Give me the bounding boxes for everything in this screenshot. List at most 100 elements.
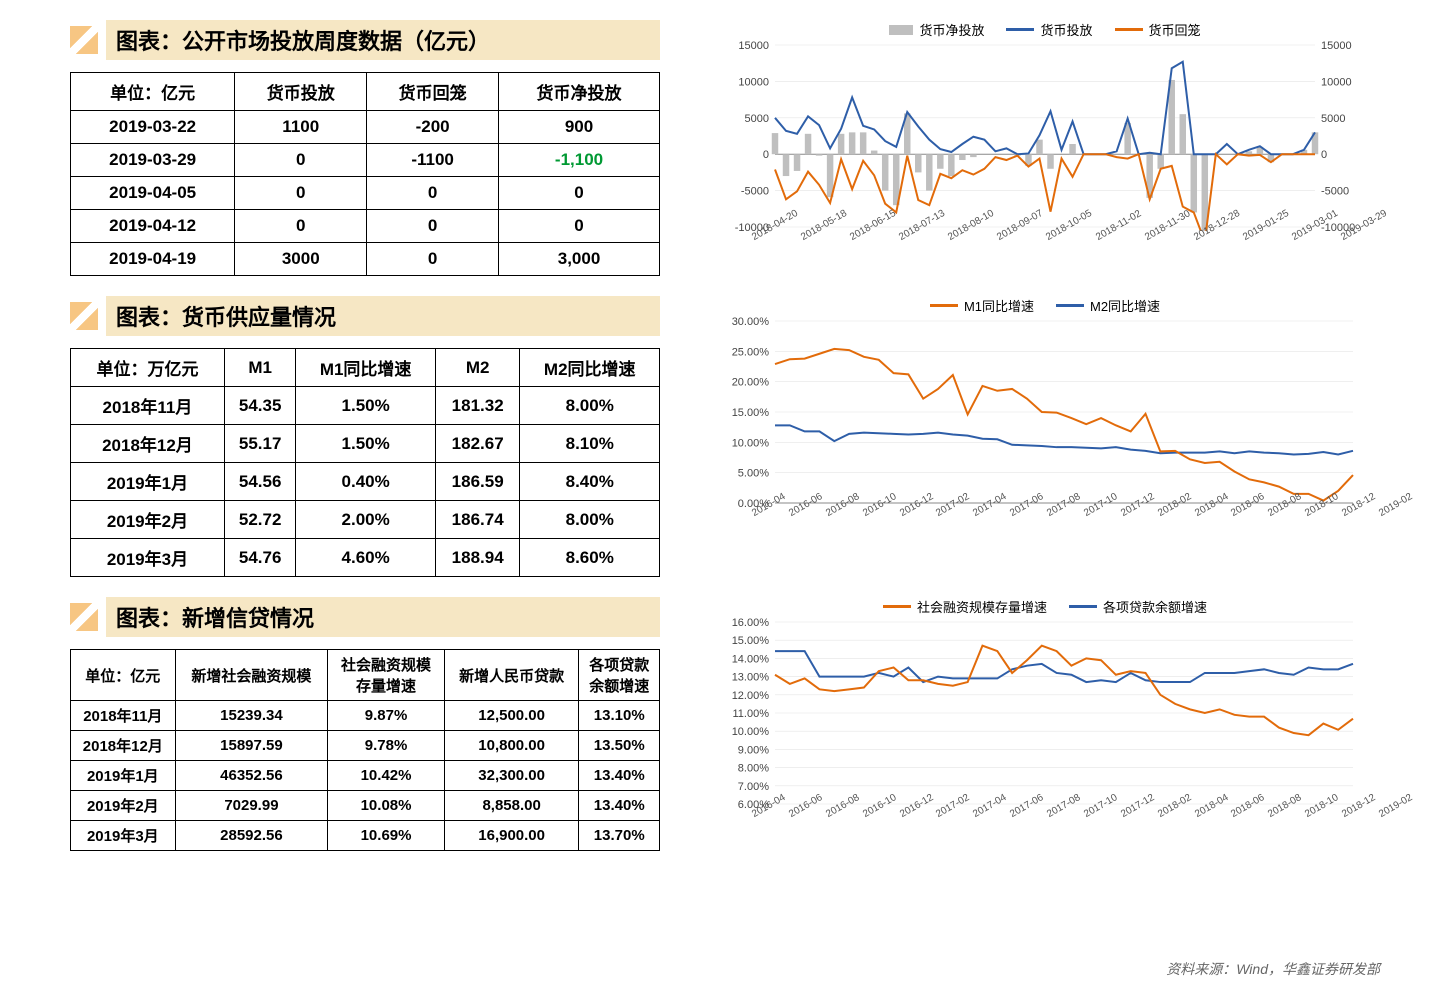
cell: 2019年1月 bbox=[71, 761, 176, 791]
plot-svg: -10000-10000-5000-5000005000500010000100… bbox=[700, 41, 1390, 231]
cell: 0 bbox=[367, 243, 499, 276]
cell: 0 bbox=[499, 177, 660, 210]
cell: 13.10% bbox=[579, 701, 660, 731]
cell: -1,100 bbox=[499, 144, 660, 177]
cell: 2019-03-22 bbox=[71, 111, 235, 144]
cell: 2019年3月 bbox=[71, 821, 176, 851]
title-bar-1: 图表：公开市场投放周度数据（亿元） bbox=[70, 20, 660, 60]
cell: 186.59 bbox=[435, 463, 520, 501]
cell: 16,900.00 bbox=[444, 821, 579, 851]
cell: 8.10% bbox=[520, 425, 660, 463]
cell: 8.00% bbox=[520, 501, 660, 539]
table-row: 2018年11月15239.349.87%12,500.0013.10% bbox=[71, 701, 660, 731]
x-axis-labels: 2016-042016-062016-082016-102016-122017-… bbox=[700, 509, 1390, 520]
plot-area: 6.00%7.00%8.00%9.00%10.00%11.00%12.00%13… bbox=[700, 618, 1390, 808]
cell: 8,858.00 bbox=[444, 791, 579, 821]
title-icon bbox=[70, 603, 98, 631]
cell: 10.42% bbox=[328, 761, 445, 791]
cell: 2019-04-12 bbox=[71, 210, 235, 243]
cell: -1100 bbox=[367, 144, 499, 177]
col-header: 单位：亿元 bbox=[71, 650, 176, 701]
legend-item: 各项贷款余额增速 bbox=[1069, 597, 1207, 616]
cell: 0 bbox=[235, 144, 367, 177]
section-omodata: 图表：公开市场投放周度数据（亿元） 单位：亿元货币投放货币回笼货币净投放 201… bbox=[70, 20, 660, 276]
cell: 52.72 bbox=[224, 501, 295, 539]
cell: 13.40% bbox=[579, 761, 660, 791]
table-credit: 单位：亿元新增社会融资规模社会融资规模存量增速新增人民币贷款各项贷款余额增速 2… bbox=[70, 649, 660, 851]
col-header: M2同比增速 bbox=[520, 349, 660, 387]
cell: 46352.56 bbox=[175, 761, 328, 791]
title-icon bbox=[70, 26, 98, 54]
cell: 900 bbox=[499, 111, 660, 144]
title-text-1: 图表：公开市场投放周度数据（亿元） bbox=[106, 20, 660, 60]
svg-text:15.00%: 15.00% bbox=[732, 635, 770, 647]
cell: 1100 bbox=[235, 111, 367, 144]
table-row: 2019-04-12000 bbox=[71, 210, 660, 243]
cell: 2019年2月 bbox=[71, 791, 176, 821]
table-row: 2019-03-290-1100-1,100 bbox=[71, 144, 660, 177]
cell: 15897.59 bbox=[175, 731, 328, 761]
chart-omo: 货币净投放货币投放货币回笼-10000-10000-5000-500000500… bbox=[700, 20, 1390, 250]
cell: 54.56 bbox=[224, 463, 295, 501]
plot-area: -10000-10000-5000-5000005000500010000100… bbox=[700, 41, 1390, 231]
cell: 188.94 bbox=[435, 539, 520, 577]
cell: 3,000 bbox=[499, 243, 660, 276]
svg-text:12.00%: 12.00% bbox=[732, 690, 770, 702]
svg-text:5000: 5000 bbox=[1321, 113, 1345, 125]
col-header: 新增社会融资规模 bbox=[175, 650, 328, 701]
x-axis-labels: 2016-042016-062016-082016-102016-122017-… bbox=[700, 810, 1390, 821]
col-header: 新增人民币贷款 bbox=[444, 650, 579, 701]
table-row: 2018年12月55.171.50%182.678.10% bbox=[71, 425, 660, 463]
svg-text:10000: 10000 bbox=[1321, 76, 1352, 88]
cell: 1.50% bbox=[296, 425, 436, 463]
cell: 2018年11月 bbox=[71, 701, 176, 731]
cell: 2.00% bbox=[296, 501, 436, 539]
cell: 2019年1月 bbox=[71, 463, 225, 501]
svg-text:-5000: -5000 bbox=[741, 186, 769, 198]
table-row: 2019年3月54.764.60%188.948.60% bbox=[71, 539, 660, 577]
svg-text:8.00%: 8.00% bbox=[738, 763, 769, 775]
cell: 12,500.00 bbox=[444, 701, 579, 731]
cell: 55.17 bbox=[224, 425, 295, 463]
cell: 4.60% bbox=[296, 539, 436, 577]
title-bar-2: 图表：货币供应量情况 bbox=[70, 296, 660, 336]
table-row: 2019年1月54.560.40%186.598.40% bbox=[71, 463, 660, 501]
cell: 7029.99 bbox=[175, 791, 328, 821]
col-header: 各项贷款余额增速 bbox=[579, 650, 660, 701]
col-header: M1同比增速 bbox=[296, 349, 436, 387]
cell: 13.40% bbox=[579, 791, 660, 821]
plot-svg: 6.00%7.00%8.00%9.00%10.00%11.00%12.00%13… bbox=[700, 618, 1390, 808]
svg-text:15000: 15000 bbox=[1321, 41, 1352, 52]
cell: 182.67 bbox=[435, 425, 520, 463]
svg-text:-5000: -5000 bbox=[1321, 186, 1349, 198]
cell: 10.69% bbox=[328, 821, 445, 851]
svg-text:0: 0 bbox=[763, 149, 769, 161]
cell: 13.50% bbox=[579, 731, 660, 761]
legend-item: M1同比增速 bbox=[930, 296, 1034, 315]
svg-text:14.00%: 14.00% bbox=[732, 653, 770, 665]
svg-text:5000: 5000 bbox=[745, 113, 769, 125]
cell: 9.78% bbox=[328, 731, 445, 761]
col-header: 货币净投放 bbox=[499, 73, 660, 111]
table-omo: 单位：亿元货币投放货币回笼货币净投放 2019-03-221100-200900… bbox=[70, 72, 660, 276]
legend-item: M2同比增速 bbox=[1056, 296, 1160, 315]
table-row: 2019年3月28592.5610.69%16,900.0013.70% bbox=[71, 821, 660, 851]
cell: 28592.56 bbox=[175, 821, 328, 851]
cell: 2019年2月 bbox=[71, 501, 225, 539]
plot-area: 0.00%5.00%10.00%15.00%20.00%25.00%30.00% bbox=[700, 317, 1390, 507]
cell: 2019-03-29 bbox=[71, 144, 235, 177]
cell: -200 bbox=[367, 111, 499, 144]
cell: 2019年3月 bbox=[71, 539, 225, 577]
table-row: 2019-03-221100-200900 bbox=[71, 111, 660, 144]
table-row: 2018年11月54.351.50%181.328.00% bbox=[71, 387, 660, 425]
col-header: M2 bbox=[435, 349, 520, 387]
legend-item: 社会融资规模存量增速 bbox=[883, 597, 1047, 616]
chart-credit: 社会融资规模存量增速各项贷款余额增速6.00%7.00%8.00%9.00%10… bbox=[700, 597, 1390, 827]
svg-text:9.00%: 9.00% bbox=[738, 744, 769, 756]
svg-text:20.00%: 20.00% bbox=[732, 377, 770, 389]
cell: 8.40% bbox=[520, 463, 660, 501]
table-money: 单位：万亿元M1M1同比增速M2M2同比增速 2018年11月54.351.50… bbox=[70, 348, 660, 577]
legend-item: 货币净投放 bbox=[889, 20, 984, 39]
cell: 2019-04-19 bbox=[71, 243, 235, 276]
cell: 186.74 bbox=[435, 501, 520, 539]
